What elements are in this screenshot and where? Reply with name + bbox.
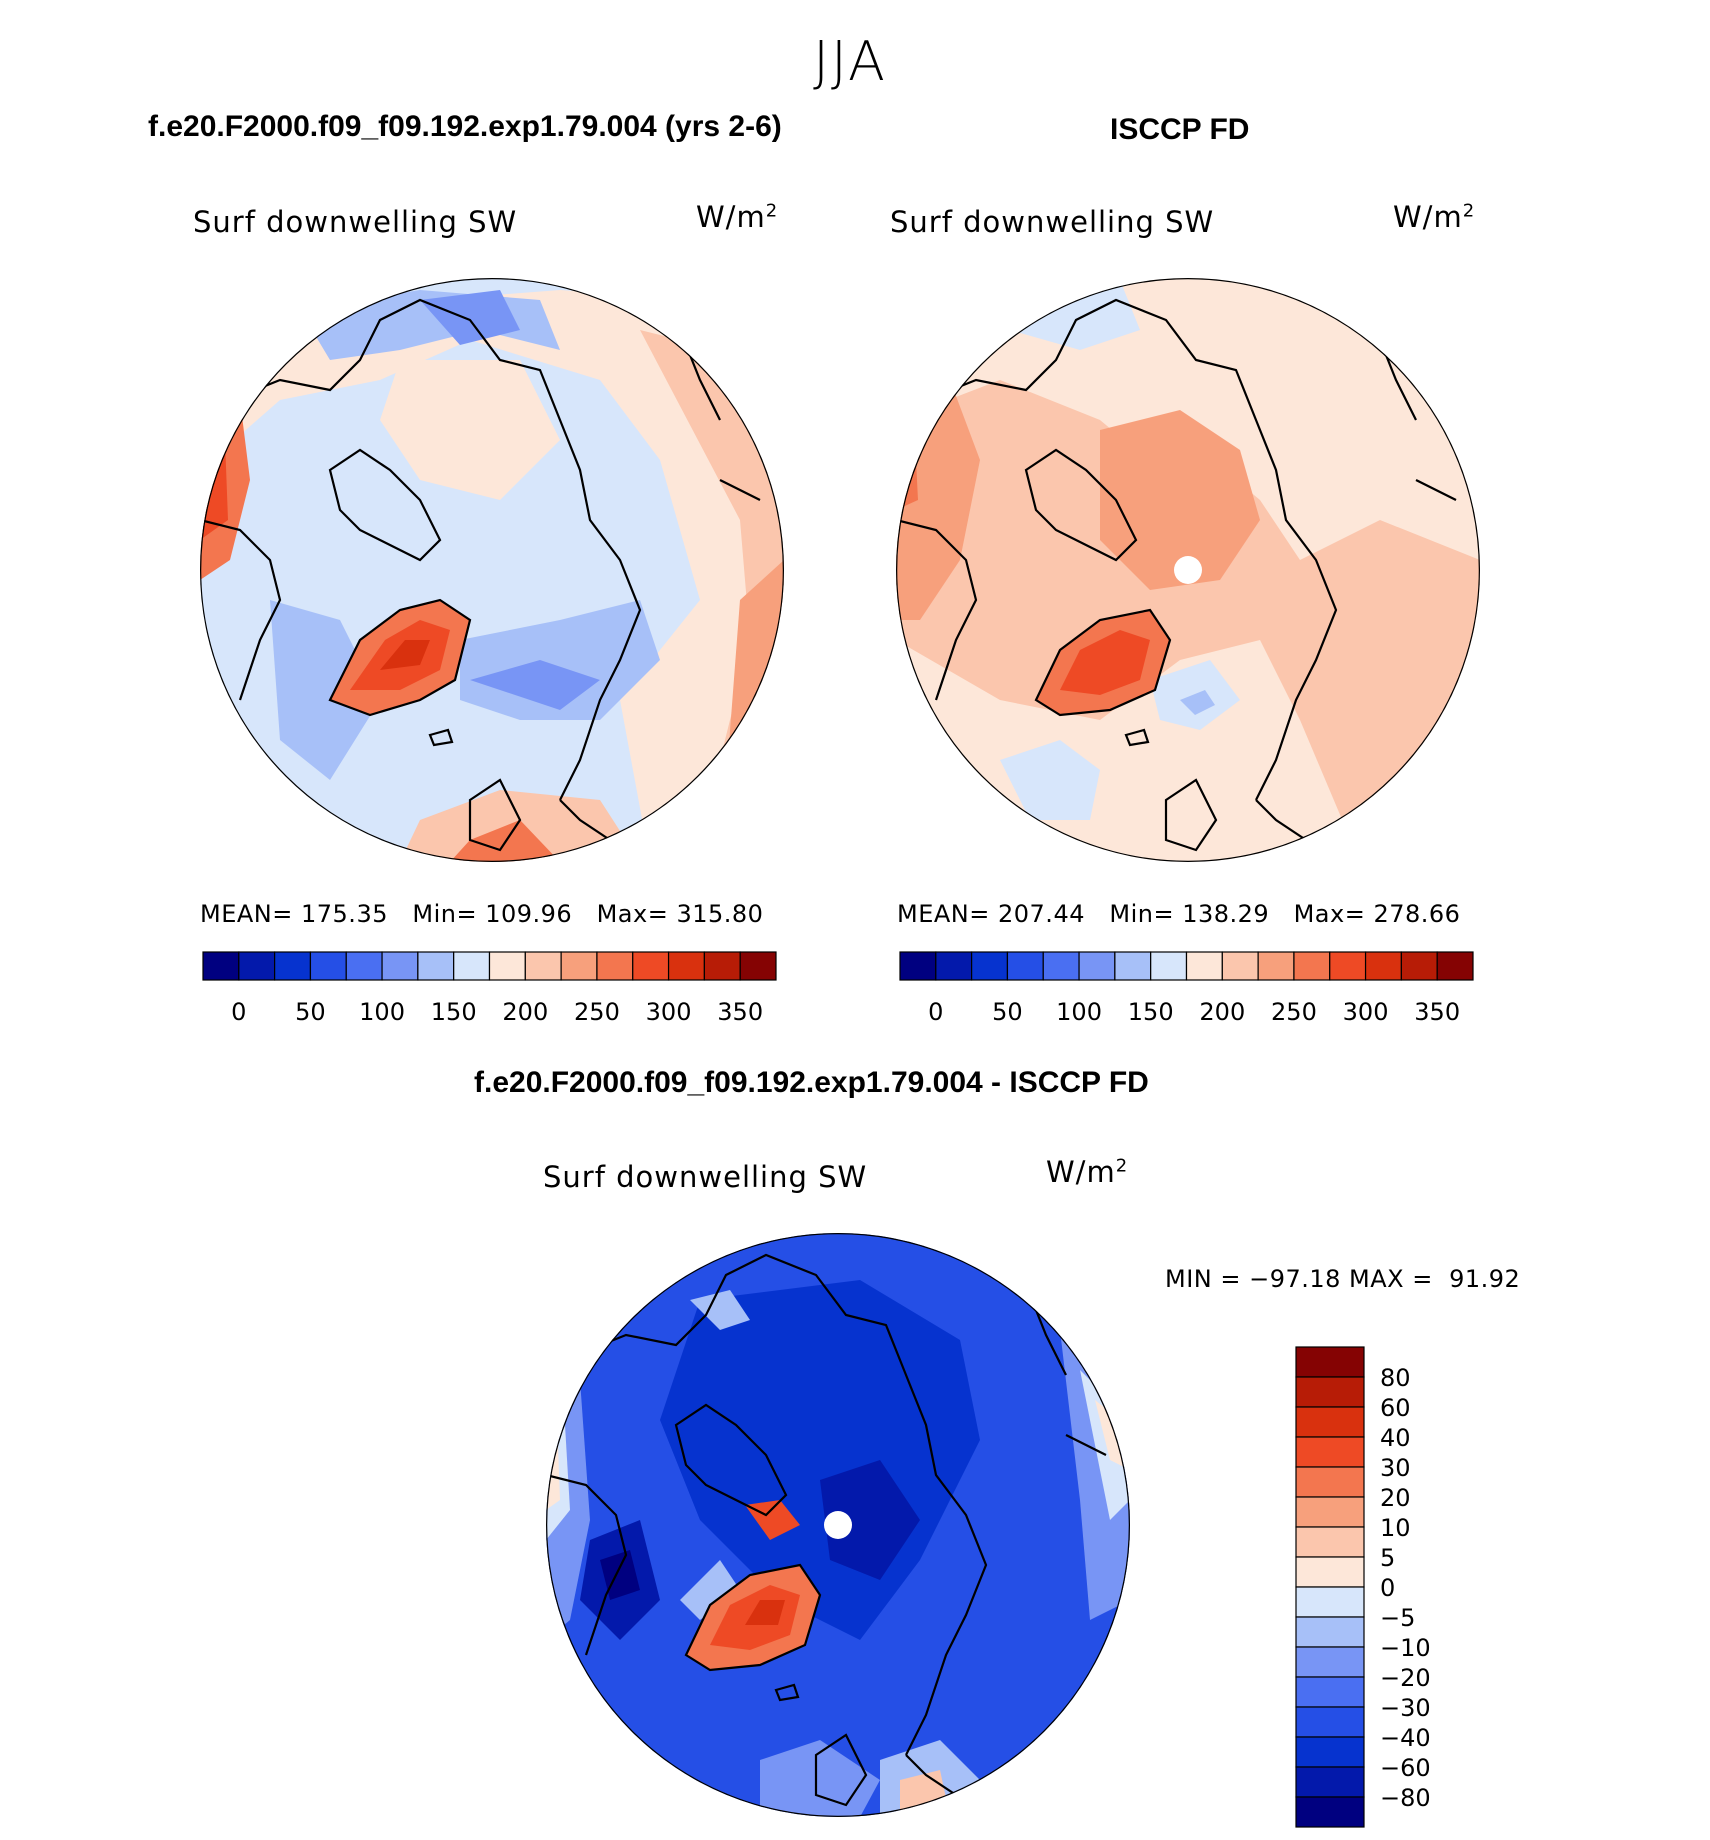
panel1-stats: MEAN= 175.35 Min= 109.96 Max= 315.80 xyxy=(200,900,764,928)
panel1-colorbar-swatch xyxy=(596,951,634,981)
panel1-colorbar-tick-label: 100 xyxy=(359,998,405,1026)
panel1-colorbar-swatch xyxy=(238,951,276,981)
panel1-units-label: W/m2 xyxy=(696,200,779,234)
panel3-colorbar-tick-label: −10 xyxy=(1380,1634,1431,1662)
panel2-units-label: W/m2 xyxy=(1393,200,1476,234)
panel3-colorbar-swatch xyxy=(1295,1346,1365,1378)
panel2-stats: MEAN= 207.44 Min= 138.29 Max= 278.66 xyxy=(897,900,1461,928)
panel2-colorbar-tick-label: 150 xyxy=(1128,998,1174,1026)
panel3-colorbar-swatch xyxy=(1295,1466,1365,1498)
panel2-colorbar-tick-label: 100 xyxy=(1056,998,1102,1026)
panel2-colorbar-swatch xyxy=(1257,951,1295,981)
panel2-colorbar-tick-label: 0 xyxy=(928,998,943,1026)
panel3-colorbar-tick-label: −60 xyxy=(1380,1754,1431,1782)
panel3-colorbar-tick-label: 30 xyxy=(1380,1454,1411,1482)
panel1-colorbar-tick-label: 350 xyxy=(717,998,763,1026)
panel3-variable-label: Surf downwelling SW xyxy=(543,1160,868,1194)
model-title: f.e20.F2000.f09_f09.192.exp1.79.004 (yrs… xyxy=(148,110,782,143)
panel3-colorbar-swatch xyxy=(1295,1706,1365,1738)
panel2-colorbar-swatch xyxy=(1221,951,1259,981)
panel3-colorbar-tick-label: 40 xyxy=(1380,1424,1411,1452)
panel1-colorbar-swatch xyxy=(703,951,741,981)
panel1-variable-label: Surf downwelling SW xyxy=(193,205,518,239)
panel2-colorbar-swatch xyxy=(1329,951,1367,981)
panel2-colorbar-swatch xyxy=(971,951,1009,981)
panel1-colorbar-tick-label: 200 xyxy=(502,998,548,1026)
panel3-colorbar-swatch xyxy=(1295,1556,1365,1588)
panel3-colorbar-swatch xyxy=(1295,1586,1365,1618)
panel2-colorbar-tick-label: 250 xyxy=(1271,998,1317,1026)
panel1-colorbar-swatch xyxy=(453,951,491,981)
panel3-colorbar-swatch xyxy=(1295,1526,1365,1558)
panel1-colorbar-tick-label: 0 xyxy=(231,998,246,1026)
panel3-stats: MIN = −97.18 MAX = 91.92 xyxy=(1165,1265,1521,1293)
panel1-colorbar-swatch xyxy=(524,951,562,981)
panel1-colorbar-swatch xyxy=(488,951,526,981)
panel3-colorbar-swatch xyxy=(1295,1616,1365,1648)
panel3-colorbar-swatch xyxy=(1295,1406,1365,1438)
panel2-colorbar-swatch xyxy=(1006,951,1044,981)
panel3-colorbar-tick-label: −5 xyxy=(1380,1604,1415,1632)
panel2-colorbar-tick-label: 350 xyxy=(1414,998,1460,1026)
panel2-colorbar-swatch xyxy=(1400,951,1438,981)
panel1-colorbar-tick-label: 50 xyxy=(295,998,326,1026)
panel1-colorbar-tick-label: 300 xyxy=(646,998,692,1026)
season-title: JJA xyxy=(813,30,887,93)
panel3-colorbar-swatch xyxy=(1295,1496,1365,1528)
panel2-colorbar-tick-label: 300 xyxy=(1343,998,1389,1026)
panel2-colorbar: 0 50 100 150 200 250 300 350 xyxy=(899,951,1474,1026)
panel1-colorbar-swatch xyxy=(309,951,347,981)
panel3-colorbar-tick-label: −30 xyxy=(1380,1694,1431,1722)
panel1-colorbar-tick-label: 250 xyxy=(574,998,620,1026)
panel3-colorbar-tick-label: 80 xyxy=(1380,1364,1411,1392)
panel1-colorbar-swatch xyxy=(632,951,670,981)
panel2-colorbar-swatch xyxy=(1150,951,1188,981)
panel3-colorbar-tick-label: 20 xyxy=(1380,1484,1411,1512)
panel1-colorbar-swatch xyxy=(274,951,312,981)
panel3-colorbar-tick-label: −20 xyxy=(1380,1664,1431,1692)
panel3-colorbar-tick-label: 10 xyxy=(1380,1514,1411,1542)
obs-title: ISCCP FD xyxy=(1110,113,1250,146)
panel2-colorbar-swatch xyxy=(935,951,973,981)
panel2-colorbar-tick-label: 200 xyxy=(1199,998,1245,1026)
map-obs xyxy=(896,278,1480,862)
panel3-units-label: W/m2 xyxy=(1046,1155,1129,1189)
panel3-colorbar-tick-label: −40 xyxy=(1380,1724,1431,1752)
panel2-colorbar-swatch xyxy=(1042,951,1080,981)
panel3-colorbar-swatch xyxy=(1295,1676,1365,1708)
panel3-colorbar-swatch xyxy=(1295,1646,1365,1678)
panel1-colorbar-tick-label: 150 xyxy=(431,998,477,1026)
panel3-colorbar-tick-label: 0 xyxy=(1380,1574,1395,1602)
panel3-colorbar-tick-label: −80 xyxy=(1380,1784,1431,1812)
panel1-colorbar-swatch xyxy=(667,951,705,981)
panel2-colorbar-swatch xyxy=(1436,951,1474,981)
diff-title: f.e20.F2000.f09_f09.192.exp1.79.004 - IS… xyxy=(474,1066,1149,1099)
panel1-colorbar-swatch xyxy=(739,951,777,981)
panel2-colorbar-swatch xyxy=(1185,951,1223,981)
panel3-colorbar-swatch xyxy=(1295,1376,1365,1408)
panel2-colorbar-swatch xyxy=(1078,951,1116,981)
panel3-colorbar-tick-label: 5 xyxy=(1380,1544,1395,1572)
panel2-colorbar-swatch xyxy=(1114,951,1152,981)
panel2-colorbar-swatch xyxy=(899,951,937,981)
panel2-variable-label: Surf downwelling SW xyxy=(890,205,1215,239)
panel1-colorbar-swatch xyxy=(417,951,455,981)
panel1-colorbar-swatch xyxy=(381,951,419,981)
panel2-colorbar-swatch xyxy=(1364,951,1402,981)
panel2-colorbar-tick-label: 50 xyxy=(992,998,1023,1026)
panel1-colorbar-swatch xyxy=(202,951,240,981)
panel1-colorbar-swatch xyxy=(560,951,598,981)
panel2-colorbar-swatch xyxy=(1293,951,1331,981)
panel3-colorbar-swatch xyxy=(1295,1436,1365,1468)
panel3-colorbar-swatch xyxy=(1295,1766,1365,1798)
panel1-colorbar: 0 50 100 150 200 250 300 350 xyxy=(202,951,777,1026)
panel3-colorbar-swatch xyxy=(1295,1796,1365,1828)
panel1-colorbar-swatch xyxy=(345,951,383,981)
panel3-colorbar-swatch xyxy=(1295,1736,1365,1768)
panel3-colorbar-tick-label: 60 xyxy=(1380,1394,1411,1422)
